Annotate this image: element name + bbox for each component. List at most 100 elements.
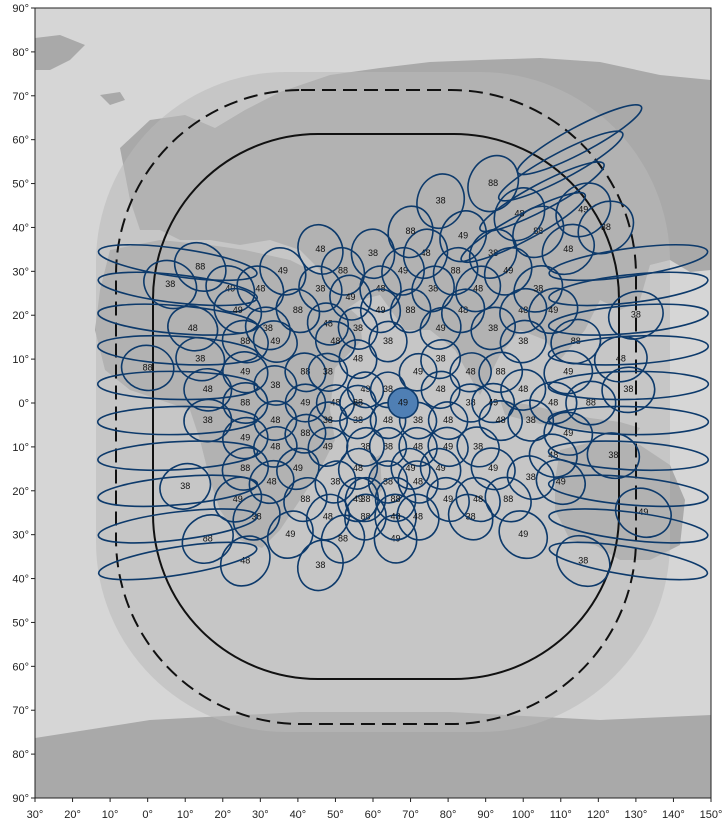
y-tick-label: 90° [12, 793, 29, 805]
beam-cell [222, 351, 269, 394]
beam-label: 88 [383, 441, 393, 451]
beam-label: 48 [413, 511, 423, 521]
x-tick-label: 60° [365, 809, 382, 821]
beam-label: 49 [436, 323, 446, 333]
beam-cell [565, 380, 617, 426]
edge-beam-east [547, 370, 710, 401]
x-tick-label: 140° [662, 809, 685, 821]
beam-label: 49 [353, 494, 363, 504]
beam-label: 38 [533, 283, 543, 293]
beam-label: 49 [563, 428, 573, 438]
beam-label: 38 [526, 472, 536, 482]
beam-cell [276, 447, 320, 491]
beam-cell [359, 288, 402, 334]
x-tick-label: 30° [27, 809, 44, 821]
beam-label: 88 [203, 533, 213, 543]
beam-label: 88 [195, 261, 205, 271]
edge-beam-northeast [479, 161, 605, 233]
beam-label: 49 [436, 463, 446, 473]
beam-label: 48 [391, 511, 401, 521]
beam-label: 49 [360, 384, 370, 394]
beam-cell [499, 287, 548, 334]
y-tick-label: 20° [12, 310, 29, 322]
edge-beam-east [547, 303, 709, 336]
beam-label: 88 [406, 226, 416, 236]
beam-label: 88 [293, 305, 303, 315]
beam-cells: 88 38 49 48 48 49 38 88 38 88 49 88 48 49 38 88 38 88 48 49… [120, 154, 672, 592]
beam-label: 48 [496, 415, 506, 425]
beam-cell [543, 411, 594, 456]
beam-label: 48 [330, 336, 340, 346]
beam-cell [368, 320, 408, 363]
edge-beam-west [97, 243, 258, 282]
beam-label: 88 [496, 367, 506, 377]
beam-label: 88 [451, 266, 461, 276]
beam-cell [439, 210, 488, 263]
beam-label: 38 [601, 222, 611, 232]
beam-cell [368, 426, 408, 467]
beam-label: 38 [203, 415, 213, 425]
beam-cell [252, 320, 298, 363]
beam-cell [471, 382, 516, 424]
beam-cell [320, 514, 366, 564]
beam-label: 49 [443, 494, 453, 504]
x-tick-label: 50° [327, 809, 344, 821]
beam-cell [411, 265, 455, 313]
highlighted-beam-cell [387, 387, 419, 419]
x-tick-label: 20° [214, 809, 231, 821]
beam-cell [470, 447, 516, 491]
beam-cell [601, 366, 656, 414]
x-tick-label: 0° [142, 809, 153, 821]
beam-cell [344, 493, 387, 541]
beam-cell [420, 370, 461, 410]
beam-label: 49 [376, 305, 386, 315]
beam-label: 88 [503, 494, 513, 504]
beam-label: 48 [353, 353, 363, 363]
beam-label: 38 [323, 415, 333, 425]
beam-label: 38 [473, 441, 483, 451]
beam-cell [307, 352, 349, 392]
x-tick-label: 40° [290, 809, 307, 821]
edge-beam-northeast [497, 130, 624, 202]
y-tick-label: 60° [12, 661, 29, 673]
beam-cell [213, 476, 263, 523]
beam-label: 49 [345, 292, 355, 302]
beam-label: 49 [413, 367, 423, 377]
beam-cell [500, 368, 547, 411]
beam-label: 88 [143, 362, 153, 372]
beam-cell [456, 426, 500, 468]
beam-cell [387, 205, 434, 259]
beam-cell [390, 447, 431, 490]
beam-label: 38 [488, 248, 498, 258]
beam-cell [416, 173, 466, 230]
beam-label: 49 [391, 533, 401, 543]
beam-label: 48 [458, 305, 468, 315]
beam-cell [512, 205, 565, 259]
beam-label: 48 [188, 323, 198, 333]
x-tick-label: 110° [550, 809, 572, 821]
highlighted-beam-label: 49 [398, 397, 408, 407]
beam-cell [397, 460, 439, 504]
beam-label: 38 [195, 353, 205, 363]
beam-cell [396, 493, 440, 541]
land-iceland [100, 92, 125, 105]
beam-cell [577, 200, 635, 255]
beam-label: 38 [353, 323, 363, 333]
beam-label: 49 [458, 231, 468, 241]
beam-label: 38 [631, 310, 641, 320]
beam-label: 88 [406, 305, 416, 315]
edge-beam-east [548, 271, 709, 307]
beam-label: 49 [233, 305, 243, 315]
beam-label: 38 [323, 367, 333, 377]
beam-label: 48 [413, 476, 423, 486]
edge-beam-west [96, 405, 259, 436]
beam-label: 48 [473, 283, 483, 293]
x-tick-label: 10° [177, 809, 194, 821]
beam-label: 48 [436, 384, 446, 394]
beam-label: 49 [398, 266, 408, 276]
beam-label: 48 [518, 384, 528, 394]
beam-cell [432, 247, 479, 296]
beam-cell [543, 350, 594, 395]
x-tick-label: 100° [512, 809, 535, 821]
